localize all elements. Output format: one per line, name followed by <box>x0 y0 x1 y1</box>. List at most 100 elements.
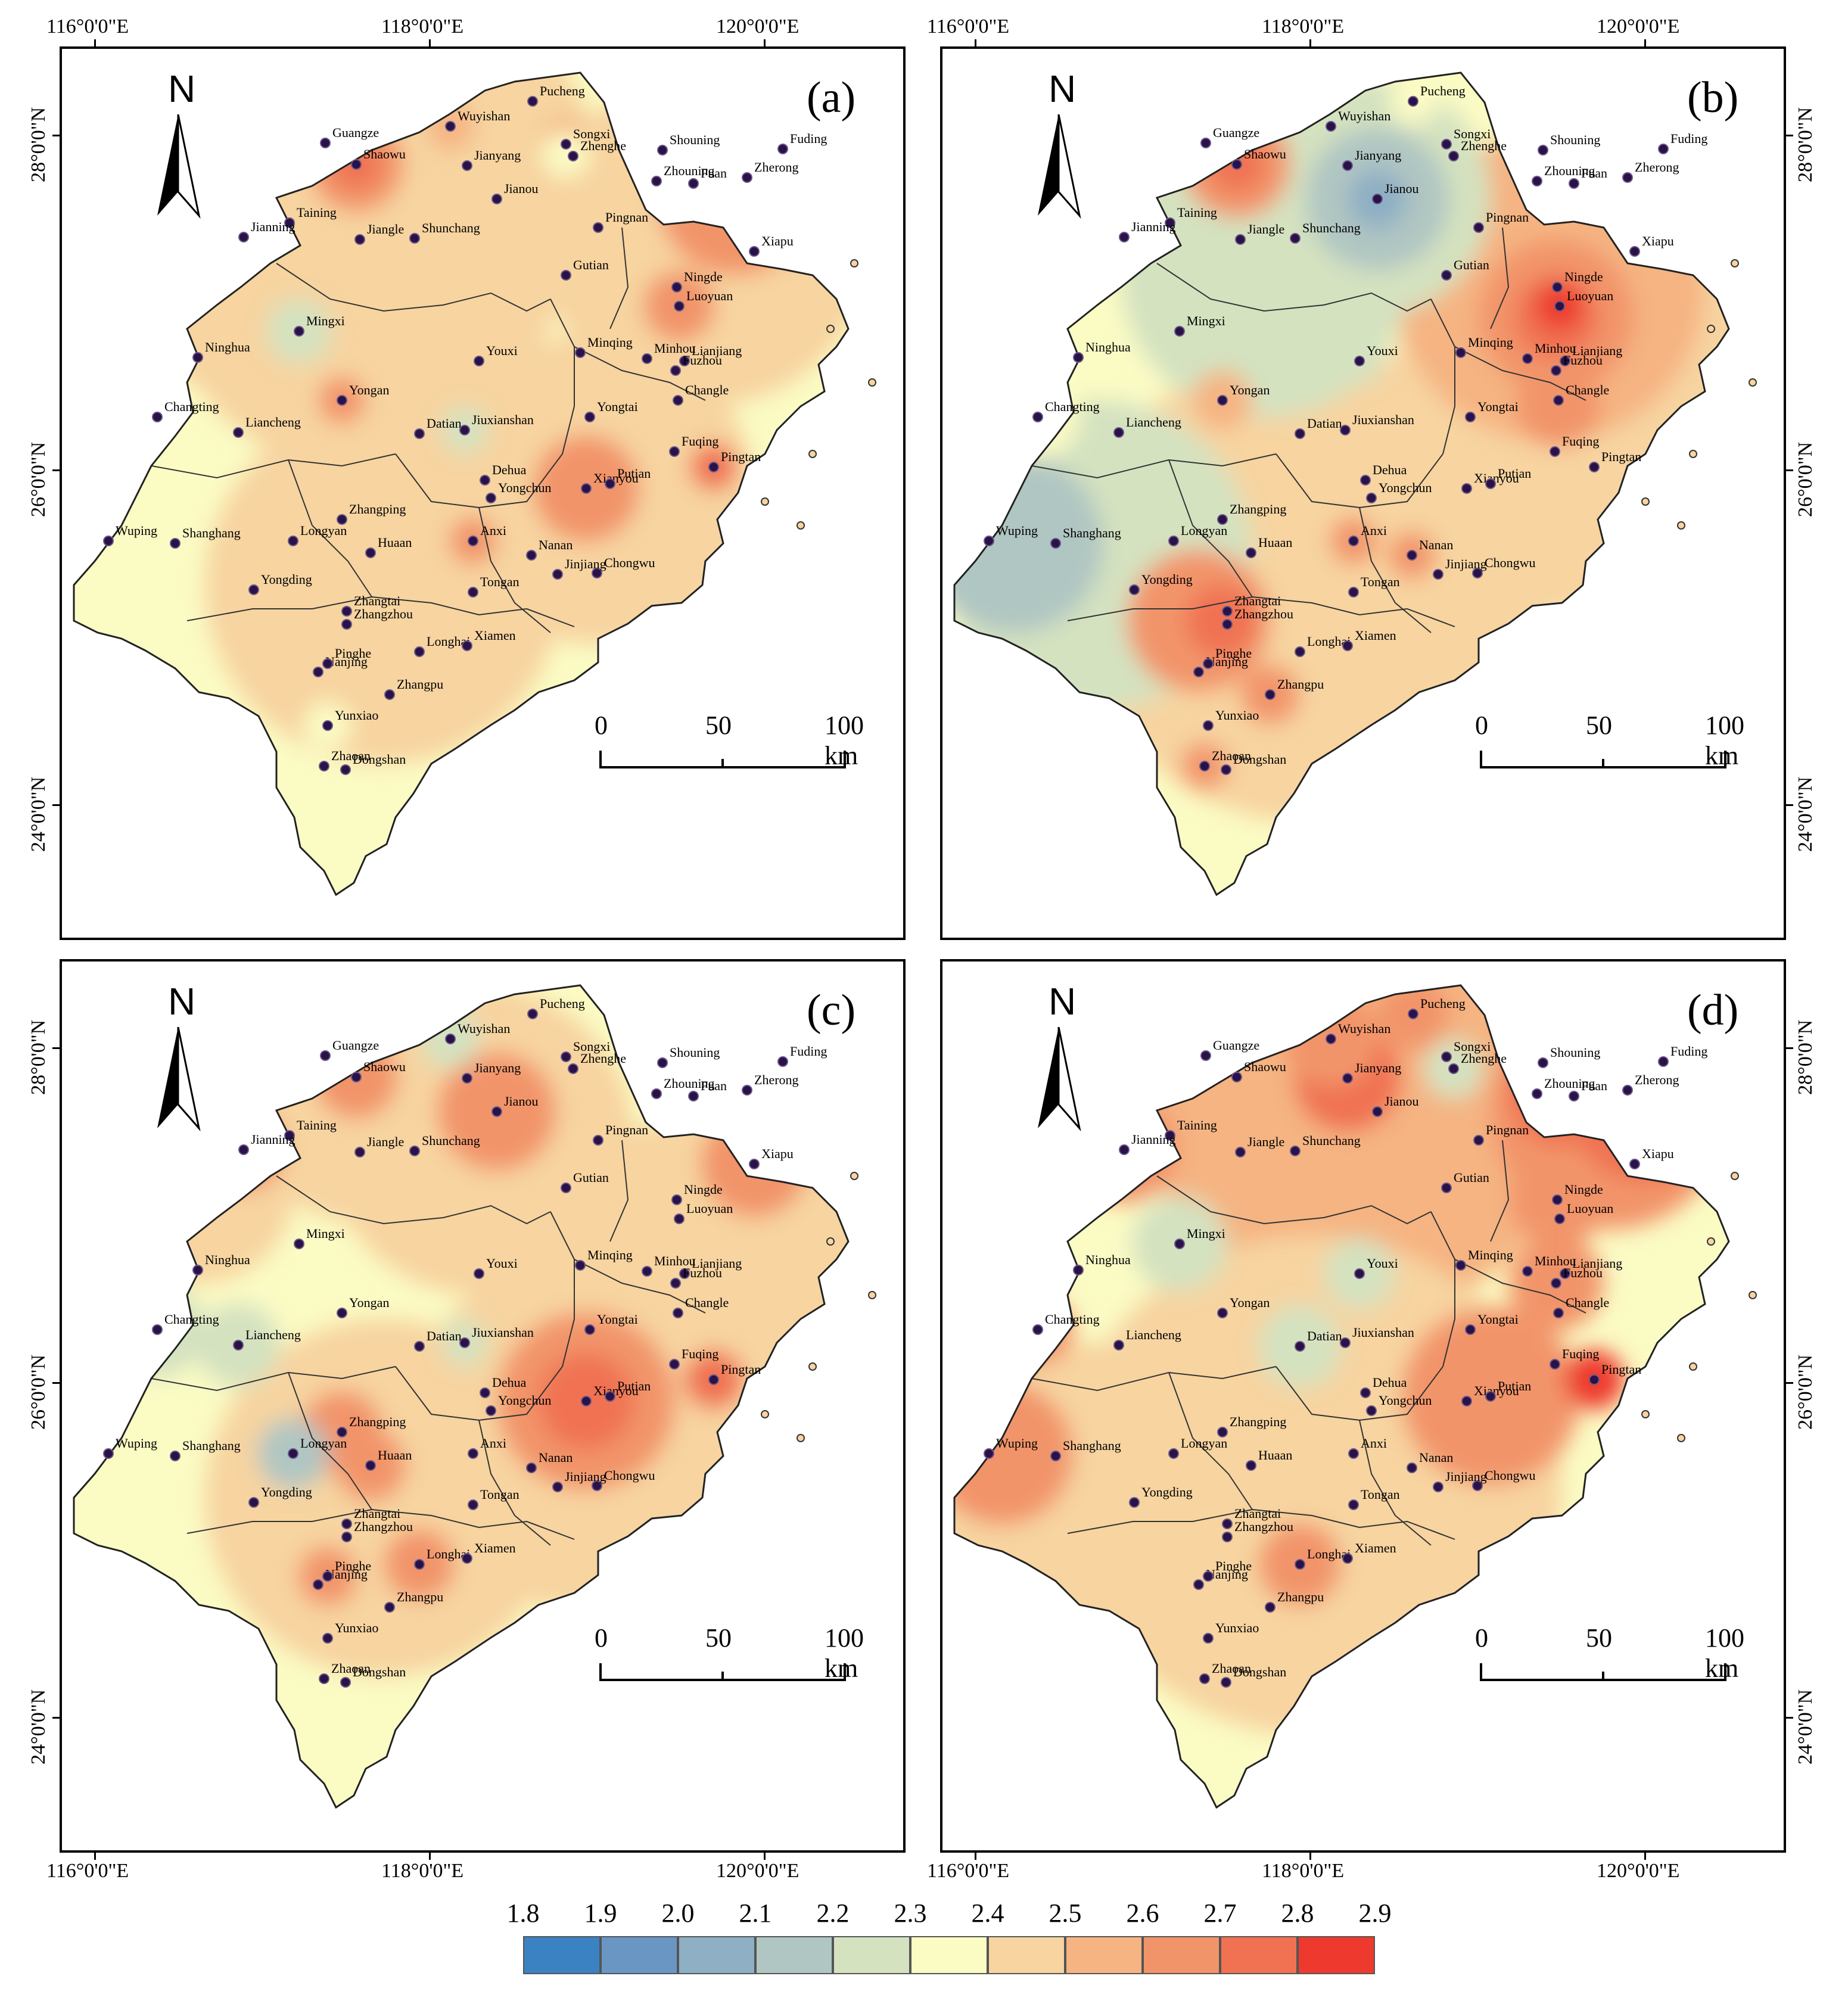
city-dot-icon <box>462 160 472 171</box>
city-name: Jianou <box>1385 1094 1419 1109</box>
city-name: Xiamen <box>474 1541 516 1555</box>
admin-boundary <box>550 1211 575 1367</box>
city-dot-icon <box>1348 536 1359 546</box>
city-dot-icon <box>1073 1265 1084 1275</box>
legend-swatch <box>1298 1936 1375 1974</box>
city-name: Zhouning <box>1544 163 1595 178</box>
city-dot-icon <box>1326 121 1336 132</box>
city-name: Xiamen <box>1355 628 1396 643</box>
legend-swatch <box>1220 1936 1298 1974</box>
city-name: Longyan <box>1181 523 1228 538</box>
legend-swatch <box>833 1936 910 1974</box>
city-name: Zhangtai <box>1234 1506 1281 1521</box>
city-name: Jianning <box>1131 1132 1176 1147</box>
city-name: Guangze <box>332 1038 379 1053</box>
city-dot-icon <box>354 234 365 245</box>
city-dot-icon <box>1217 1427 1228 1437</box>
city-name: Putian <box>1498 1378 1532 1393</box>
city-name: Lianjiang <box>1572 343 1623 358</box>
city-dot-icon <box>1448 151 1459 161</box>
city-dot-icon <box>581 1396 592 1406</box>
city-dot-icon <box>1554 1213 1565 1224</box>
city-name: Zhenghe <box>1461 138 1507 153</box>
lat-tick-mark <box>1786 135 1793 136</box>
admin-boundary <box>1490 227 1510 329</box>
city-name: Yunxiao <box>335 708 379 723</box>
city-dot-icon <box>320 138 331 148</box>
city-name: Shaowu <box>1244 1059 1286 1074</box>
legend-swatch <box>678 1936 755 1974</box>
city-dot-icon <box>1168 1448 1179 1459</box>
city-dot-icon <box>1165 1130 1175 1141</box>
island <box>1689 1362 1697 1371</box>
city-name: Zhangping <box>1230 502 1287 516</box>
city-dot-icon <box>1222 606 1233 617</box>
city-dot-icon <box>673 395 683 406</box>
city-name: Wuping <box>116 523 157 538</box>
panel-label: (d) <box>1687 986 1739 1035</box>
city-dot-icon <box>491 1106 502 1117</box>
admin-boundary <box>1156 1175 1432 1225</box>
city-dot-icon <box>1354 1268 1365 1279</box>
island <box>761 497 769 506</box>
city-name: Wuping <box>116 1436 157 1451</box>
city-dot-icon <box>1342 1553 1353 1564</box>
city-name: Gutian <box>573 257 609 272</box>
city-dot-icon <box>651 1088 662 1099</box>
city-dot-icon <box>1295 428 1305 439</box>
panel-label: (c) <box>807 986 856 1035</box>
city-name: Changle <box>685 1295 729 1310</box>
city-dot-icon <box>527 1009 538 1019</box>
city-dot-icon <box>1193 667 1204 677</box>
legend-value: 2.2 <box>816 1899 850 1928</box>
city-name: Tongan <box>1361 574 1400 589</box>
city-dot-icon <box>1658 1056 1669 1067</box>
lon-tick-mark <box>94 39 96 46</box>
city-dot-icon <box>1193 1579 1204 1590</box>
lon-tick-mark <box>975 1853 976 1860</box>
city-dot-icon <box>1340 425 1351 435</box>
city-name: Jinjiang <box>1445 556 1487 571</box>
city-dot-icon <box>1295 646 1305 657</box>
city-name: Songxi <box>573 1039 611 1054</box>
lon-tick-mark <box>1644 39 1646 46</box>
city-name: Luoyuan <box>1567 1201 1614 1216</box>
city-name: Luoyuan <box>1567 288 1614 303</box>
city-dot-icon <box>1448 1063 1459 1074</box>
city-dot-icon <box>384 1602 395 1613</box>
city-dot-icon <box>1554 301 1565 312</box>
city-dot-icon <box>568 1063 578 1074</box>
lon-tick-mark <box>94 1853 96 1860</box>
city-name: Shanghang <box>1063 525 1121 540</box>
city-name: Anxi <box>480 523 506 538</box>
city-dot-icon <box>1569 1091 1579 1101</box>
lat-tick-label: 26°0'0"N <box>27 441 49 517</box>
city-dot-icon <box>1032 412 1043 422</box>
city-name: Zherong <box>1635 160 1679 175</box>
city-dot-icon <box>319 1673 329 1684</box>
city-name: Shaowu <box>363 147 406 161</box>
city-dot-icon <box>1073 352 1084 363</box>
city-name: Pinghe <box>1215 646 1252 661</box>
lat-tick-mark <box>52 1717 60 1719</box>
admin-boundary <box>1359 1520 1455 1540</box>
value-zone <box>1186 585 1257 656</box>
north-label: N <box>168 980 196 1023</box>
city-dot-icon <box>1441 1051 1452 1062</box>
city-dot-icon <box>1348 587 1359 598</box>
city-name: Jiuxianshan <box>472 412 534 427</box>
city-dot-icon <box>1295 1341 1305 1352</box>
admin-boundary <box>288 459 372 598</box>
city-dot-icon <box>1168 536 1179 546</box>
city-name: Zhangping <box>349 502 406 516</box>
admin-boundary <box>288 1372 372 1510</box>
lon-tick-label: 120°0'0"E <box>716 1860 799 1882</box>
city-name: Longyan <box>300 523 347 538</box>
city-name: Zhenghe <box>580 1051 626 1066</box>
city-dot-icon <box>526 1462 537 1473</box>
city-name: Zhangzhou <box>1234 1519 1293 1534</box>
lon-tick-mark <box>764 1853 766 1860</box>
city-name: Chongwu <box>1485 555 1536 570</box>
city-dot-icon <box>1532 1088 1542 1099</box>
city-dot-icon <box>474 356 484 366</box>
